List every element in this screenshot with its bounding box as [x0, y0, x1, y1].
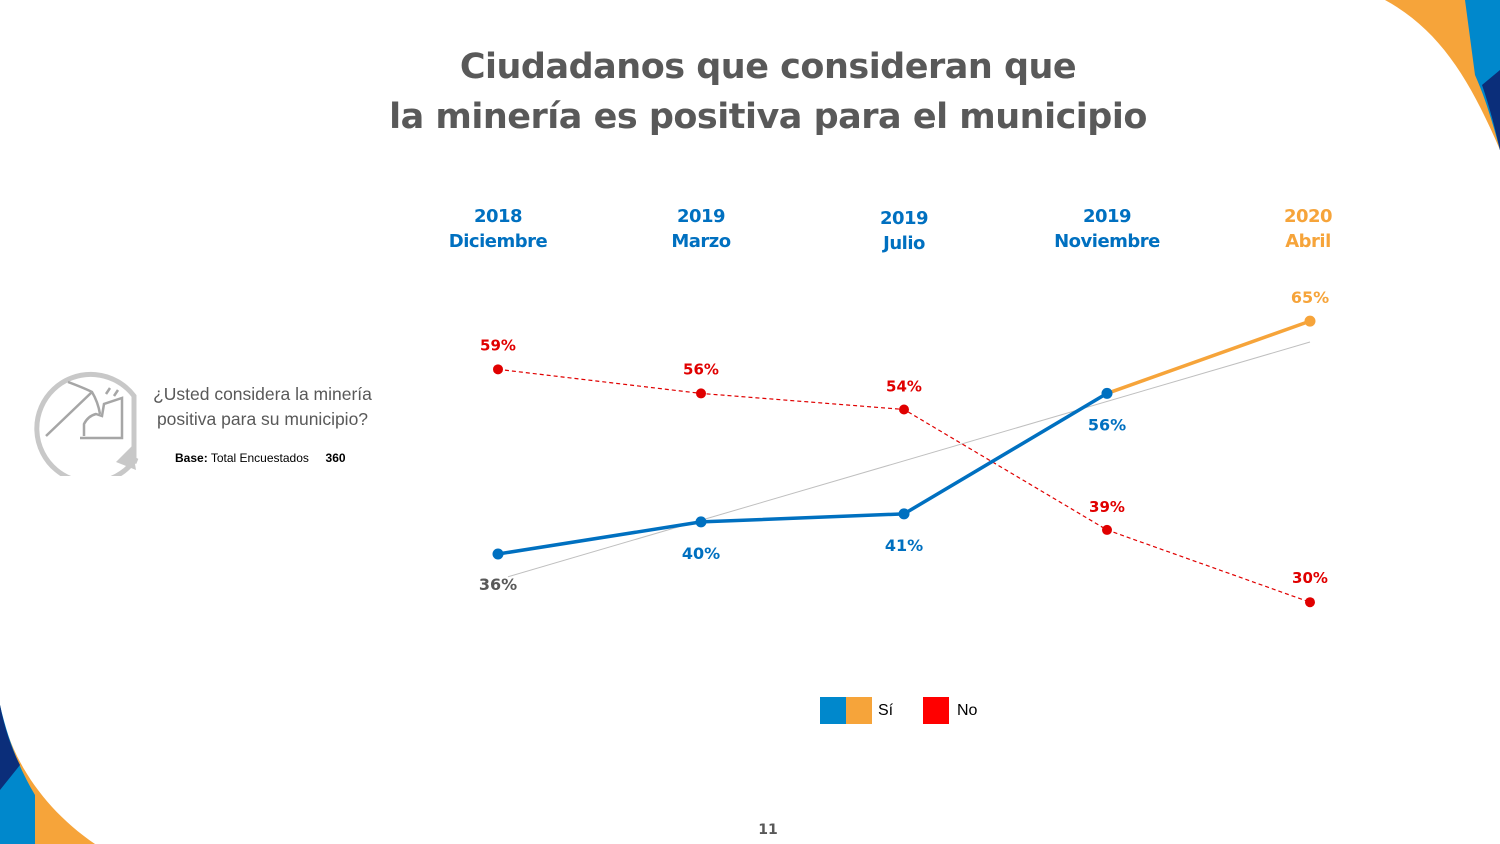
trendline [507, 341, 1311, 578]
series-no-line [497, 368, 1311, 603]
series-si-segment [1105, 319, 1312, 396]
data-label-no: 30% [1292, 569, 1328, 587]
base-value: 360 [325, 451, 346, 465]
period-month: Diciembre [448, 231, 548, 252]
base-text: Total Encuestados [210, 451, 309, 465]
legend-swatch-red [923, 697, 949, 724]
data-point-si [898, 508, 910, 520]
period-month: Marzo [671, 231, 731, 252]
base-label: Base: [175, 451, 208, 465]
title-line-1: Ciudadanos que consideran que [459, 47, 1077, 87]
title-line-2: la minería es positiva para el municipio [389, 97, 1147, 137]
data-label-si: 40% [682, 544, 720, 563]
period-month: Julio [883, 233, 925, 254]
survey-question: ¿Usted considera la minería positiva par… [153, 384, 372, 429]
data-point-no [899, 404, 909, 415]
legend-swatch-orange [846, 697, 872, 724]
series-si-segment [699, 512, 906, 524]
data-point-no [696, 388, 706, 399]
data-point-no [1305, 597, 1315, 608]
data-label-si: 56% [1088, 415, 1126, 434]
legend-label-si: Sí [878, 701, 894, 719]
data-point-si [1101, 387, 1113, 399]
data-label-no: 54% [886, 377, 922, 395]
legend-item-si: Sí [820, 697, 893, 724]
mining-icon [34, 371, 139, 476]
base-note: Base: Total Encuestados 360 [175, 451, 346, 465]
data-label-no: 39% [1089, 498, 1125, 516]
period-year: 2019 [879, 208, 929, 229]
period-header: 2020 Abril [1208, 204, 1408, 254]
series-si-segment [902, 391, 1109, 516]
period-month: Abril [1285, 231, 1331, 252]
data-label-no: 56% [683, 360, 719, 378]
data-point-no [493, 364, 503, 375]
period-header: 2019 Julio [804, 206, 1004, 256]
series-si-segment [496, 520, 703, 556]
period-header: 2018 Diciembre [398, 204, 598, 254]
data-point-si [695, 516, 707, 528]
period-year: 2019 [676, 206, 726, 227]
data-point-si [1304, 315, 1316, 327]
data-label-si: 41% [885, 536, 923, 555]
decor-top-right [1385, 0, 1500, 150]
period-year: 2018 [473, 206, 523, 227]
period-year: 2019 [1082, 206, 1132, 227]
period-month: Noviembre [1054, 231, 1160, 252]
page-number: 11 [758, 822, 778, 838]
data-point-no [1102, 524, 1112, 535]
period-header: 2019 Noviembre [1007, 204, 1207, 254]
legend-label-no: No [957, 701, 978, 719]
period-header: 2019 Marzo [601, 204, 801, 254]
legend-item-no: No [923, 697, 977, 724]
period-year: 2020 [1283, 206, 1333, 227]
data-label-no: 59% [480, 336, 516, 354]
chart-title: Ciudadanos que consideran que la minería… [368, 42, 1168, 142]
data-label-si: 36% [479, 575, 517, 594]
data-label-si: 65% [1291, 288, 1329, 307]
legend-swatch-blue [820, 697, 846, 724]
decor-bottom-left [0, 705, 95, 844]
data-point-si [492, 548, 504, 560]
